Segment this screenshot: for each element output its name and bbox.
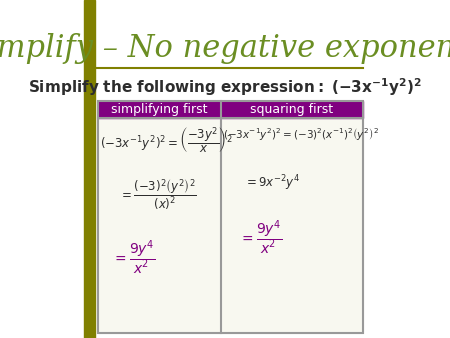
Text: $(-3x^{-1}y^{2})^{2} = (-3)^{2}\left(x^{-1}\right)^{2}\left(y^{2}\right)^{2}$: $(-3x^{-1}y^{2})^{2} = (-3)^{2}\left(x^{… [223,126,379,142]
Bar [84,0,95,338]
Text: $= \dfrac{9y^{4}}{x^{2}}$: $= \dfrac{9y^{4}}{x^{2}}$ [112,238,156,276]
Text: $= 9x^{-2}y^{4}$: $= 9x^{-2}y^{4}$ [244,173,300,193]
Bar [98,118,363,333]
Text: $(-3x^{-1}y^{2})^{2} = \left(\dfrac{-3y^{2}}{x}\right)^{2}$: $(-3x^{-1}y^{2})^{2} = \left(\dfrac{-3y^… [100,126,233,156]
Text: $= \dfrac{(-3)^{2}\left(y^{2}\right)^{2}}{(x)^{2}}$: $= \dfrac{(-3)^{2}\left(y^{2}\right)^{2}… [119,178,197,214]
Text: squaring first: squaring first [250,103,333,116]
Bar [98,101,363,333]
Text: $= \dfrac{9y^{4}}{x^{2}}$: $= \dfrac{9y^{4}}{x^{2}}$ [239,218,283,257]
Bar [98,101,363,118]
Text: Simplify – No negative exponents: Simplify – No negative exponents [0,33,450,64]
Text: simplifying first: simplifying first [111,103,207,116]
Text: $\bf{Simplify\ the\ following\ expression:}\ \bf{(-3x^{-1}y^{2})^{2}}$: $\bf{Simplify\ the\ following\ expressio… [28,76,422,98]
